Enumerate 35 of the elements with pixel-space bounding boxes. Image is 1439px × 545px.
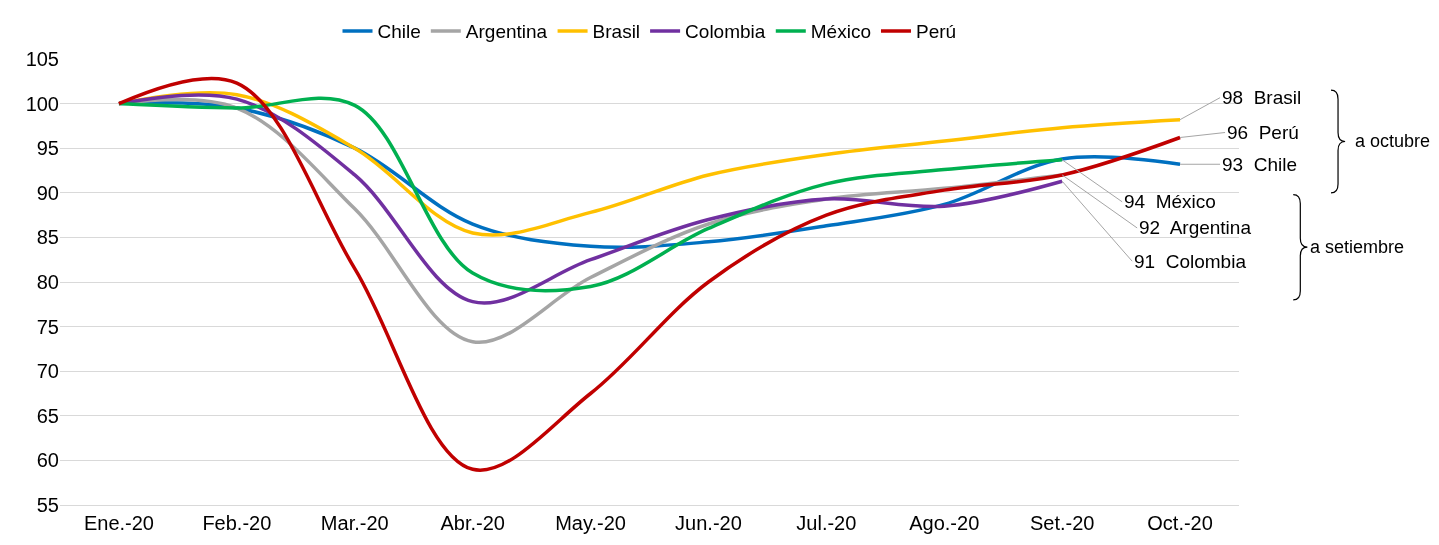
x-tick-label: Ago.-20 (909, 512, 980, 534)
x-tick-label: Ene.-20 (83, 512, 154, 534)
x-tick-label: Abr.-20 (440, 512, 505, 534)
text: 93 Chile (1222, 154, 1297, 175)
y-tick-label: 90 (36, 181, 59, 204)
x-tick-label: Jul.-20 (796, 512, 857, 534)
legend-label: Colombia (685, 21, 766, 43)
x-tick-label: Oct.-20 (1147, 512, 1213, 534)
text: 92 Argentina (1139, 217, 1251, 238)
legend-label: Brasil (592, 21, 641, 43)
legend-label: Argentina (465, 21, 548, 43)
y-tick-label: 65 (36, 404, 59, 427)
legend-label: Chile (377, 21, 421, 43)
text: a octubre (1355, 131, 1431, 151)
text: 91 Colombia (1134, 251, 1246, 272)
x-tick-label: May.-20 (555, 512, 626, 534)
y-tick-label: 60 (36, 449, 59, 472)
x-tick-label: Feb.-20 (202, 512, 272, 534)
y-tick-label: 85 (36, 226, 59, 249)
y-tick-label: 100 (25, 92, 59, 115)
y-tick-label: 55 (36, 494, 59, 516)
legend-label: Perú (915, 21, 957, 43)
text: 94 México (1124, 191, 1216, 212)
y-tick-label: 105 (25, 48, 59, 70)
text: 96 Perú (1227, 122, 1299, 143)
x-tick-label: Jun.-20 (675, 512, 742, 534)
x-tick-label: Set.-20 (1029, 512, 1095, 534)
text: 98 Brasil (1222, 87, 1302, 108)
text: a setiembre (1310, 237, 1405, 257)
y-tick-label: 95 (36, 137, 59, 160)
y-tick-label: 80 (36, 271, 59, 293)
y-tick-label: 75 (36, 315, 59, 338)
legend-label: México (810, 21, 871, 43)
x-tick-label: Mar.-20 (320, 512, 389, 534)
y-tick-label: 70 (36, 360, 59, 383)
